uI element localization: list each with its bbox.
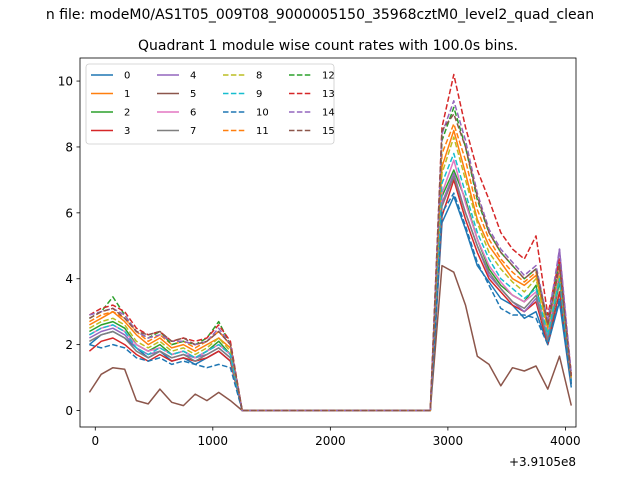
- legend-label-13: 13: [322, 89, 335, 100]
- legend-label-15: 15: [322, 126, 335, 137]
- x-tick-label: 0: [91, 434, 99, 448]
- legend-label-8: 8: [256, 71, 262, 82]
- legend-label-10: 10: [256, 108, 269, 119]
- legend-label-11: 11: [256, 126, 269, 137]
- x-tick-label: 4000: [550, 434, 581, 448]
- series-10-line: [89, 192, 573, 412]
- axes-layer: 0 1000 2000 3000 4000 0 2 4 6 8 10: [58, 75, 581, 448]
- x-offset-label: +3.9105e8: [509, 455, 576, 469]
- y-tick-label: 4: [65, 272, 73, 286]
- y-tick-label: 8: [65, 140, 73, 154]
- x-tick-label: 2000: [315, 434, 346, 448]
- x-tick-label: 3000: [433, 434, 464, 448]
- series-8-line: [89, 136, 573, 412]
- legend-label-0: 0: [124, 71, 130, 82]
- legend-label-12: 12: [322, 71, 335, 82]
- legend-box: [85, 63, 335, 145]
- legend-label-7: 7: [190, 126, 196, 137]
- legend-label-2: 2: [124, 108, 130, 119]
- legend-label-6: 6: [190, 108, 196, 119]
- y-tick-label: 0: [65, 404, 73, 418]
- y-tick-label: 10: [58, 75, 73, 89]
- x-tick-label: 1000: [198, 434, 229, 448]
- legend-label-3: 3: [124, 126, 130, 137]
- legend-label-4: 4: [190, 71, 196, 82]
- axes-frame: [79, 57, 577, 428]
- figure-suptitle: n file: modeM0/AS1T05_009T08_9000005150_…: [46, 7, 594, 23]
- legend-label-9: 9: [256, 89, 262, 100]
- legend-label-1: 1: [124, 89, 130, 100]
- series-15-line: [89, 113, 573, 412]
- chart-title: Quadrant 1 module wise count rates with …: [138, 38, 518, 54]
- legend-label-5: 5: [190, 89, 196, 100]
- series-layer: [88, 73, 573, 412]
- y-tick-label: 6: [65, 206, 73, 220]
- legend-label-14: 14: [322, 108, 335, 119]
- y-tick-label: 2: [65, 338, 73, 352]
